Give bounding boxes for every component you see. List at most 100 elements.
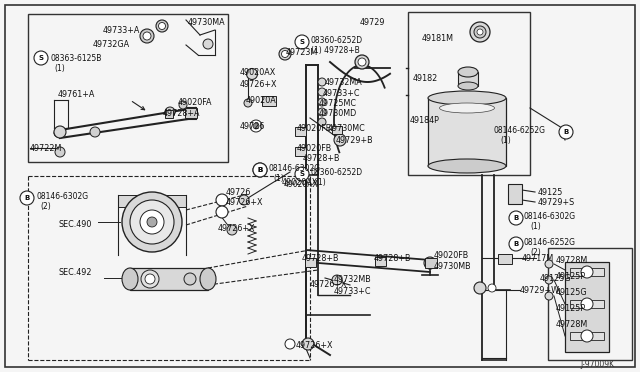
Circle shape (424, 257, 436, 269)
Text: 49726+X: 49726+X (240, 80, 278, 89)
Bar (165, 110, 173, 118)
Circle shape (147, 217, 157, 227)
Text: 49020FB: 49020FB (297, 124, 332, 133)
Text: 08146-6302G: 08146-6302G (524, 212, 576, 221)
Text: (1): (1) (500, 136, 511, 145)
Circle shape (295, 35, 309, 49)
Circle shape (282, 51, 289, 58)
Circle shape (295, 167, 309, 181)
Circle shape (250, 120, 262, 132)
Bar (425, 258, 437, 268)
Ellipse shape (440, 103, 495, 113)
Text: (1): (1) (315, 178, 326, 187)
Text: 49020FB: 49020FB (297, 144, 332, 153)
Circle shape (156, 20, 168, 32)
Text: 49125G: 49125G (540, 274, 572, 283)
Text: 49723M: 49723M (286, 48, 318, 57)
Text: B: B (563, 129, 568, 135)
Circle shape (141, 270, 159, 288)
Text: 49732MB: 49732MB (334, 275, 372, 284)
Bar (118, 195, 186, 207)
Circle shape (54, 129, 62, 137)
Text: 49761+A: 49761+A (58, 90, 95, 99)
Circle shape (227, 225, 237, 235)
Text: 49125G: 49125G (556, 288, 588, 297)
Circle shape (253, 163, 267, 177)
Circle shape (20, 191, 34, 205)
Text: (2): (2) (40, 202, 51, 211)
Text: SEC.490: SEC.490 (58, 220, 92, 229)
Bar (458, 72, 478, 86)
Bar (548, 248, 632, 360)
Text: 49125P: 49125P (556, 304, 586, 313)
Text: 08363-6125B: 08363-6125B (50, 54, 101, 63)
Text: S: S (300, 171, 305, 177)
Circle shape (55, 147, 65, 157)
Bar (498, 254, 512, 264)
Circle shape (355, 55, 369, 69)
Text: B: B (513, 241, 518, 247)
Text: B: B (24, 195, 29, 201)
Text: 49728M: 49728M (556, 256, 588, 265)
Circle shape (140, 210, 164, 234)
Text: (2): (2) (530, 248, 541, 257)
Circle shape (545, 292, 553, 300)
Text: 49733+C: 49733+C (323, 89, 360, 98)
Circle shape (559, 125, 573, 139)
Bar (295, 127, 306, 136)
Bar (332, 126, 342, 134)
Text: 49726: 49726 (226, 188, 252, 197)
Bar (305, 258, 316, 267)
Circle shape (581, 330, 593, 342)
Text: (1) 49728+B: (1) 49728+B (311, 46, 360, 55)
Text: (1): (1) (273, 174, 284, 183)
Ellipse shape (200, 268, 216, 290)
Bar (428, 98, 506, 166)
Text: 49726+X: 49726+X (310, 280, 348, 289)
Circle shape (140, 29, 154, 43)
Ellipse shape (458, 67, 478, 77)
Bar (185, 108, 197, 118)
Bar (295, 147, 306, 156)
Circle shape (474, 282, 486, 294)
Circle shape (318, 118, 326, 126)
Text: 49730MA: 49730MA (188, 18, 226, 27)
Circle shape (179, 101, 187, 109)
Circle shape (509, 237, 523, 251)
Text: 49733+A: 49733+A (103, 26, 140, 35)
Text: S: S (38, 55, 44, 61)
Text: 08146-6252G: 08146-6252G (494, 126, 546, 135)
Circle shape (581, 298, 593, 310)
Ellipse shape (122, 268, 138, 290)
Text: 49732GA: 49732GA (93, 40, 130, 49)
Bar (262, 96, 276, 106)
Bar (375, 257, 386, 266)
Text: 08146-6252G: 08146-6252G (524, 238, 576, 247)
Text: B: B (257, 167, 262, 173)
Circle shape (34, 51, 48, 65)
Circle shape (318, 108, 326, 116)
Text: 08360-6252D: 08360-6252D (311, 168, 363, 177)
Text: 49730MD: 49730MD (319, 109, 357, 118)
Circle shape (334, 134, 346, 146)
Text: 49726+X: 49726+X (218, 224, 255, 233)
Circle shape (318, 88, 326, 96)
Ellipse shape (428, 159, 506, 173)
Text: 49729+B: 49729+B (336, 136, 374, 145)
Ellipse shape (458, 82, 478, 90)
Text: (1): (1) (54, 64, 65, 73)
Circle shape (159, 22, 166, 29)
Text: 49125P: 49125P (556, 272, 586, 281)
Text: SEC.492: SEC.492 (58, 268, 92, 277)
Text: 49020AX: 49020AX (284, 180, 319, 189)
Circle shape (130, 200, 174, 244)
Bar (508, 184, 522, 204)
Bar (28, 14, 228, 162)
Text: 49730MB: 49730MB (434, 262, 472, 271)
Circle shape (122, 192, 182, 252)
Text: 49726: 49726 (240, 122, 266, 131)
Bar (565, 262, 609, 352)
Text: 49182: 49182 (413, 74, 438, 83)
Circle shape (253, 123, 259, 129)
Circle shape (474, 26, 486, 38)
